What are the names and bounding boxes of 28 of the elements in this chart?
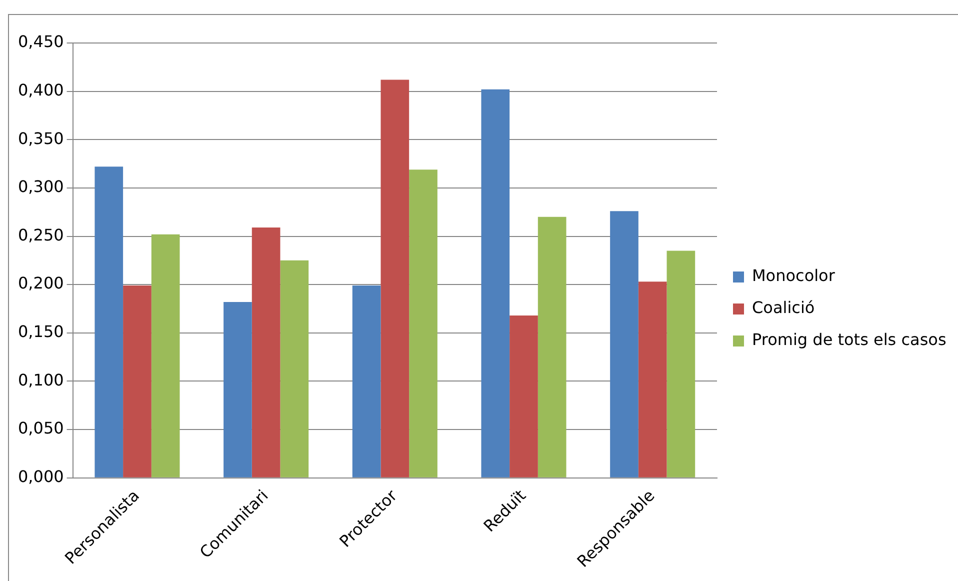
- y-tick-label: 0,300: [18, 177, 64, 196]
- y-tick-label: 0,250: [18, 225, 64, 244]
- y-tick-label: 0,050: [18, 418, 64, 438]
- bar: [666, 250, 696, 478]
- bar: [538, 216, 566, 478]
- bar: [510, 315, 538, 478]
- y-tick-label: 0,000: [18, 466, 64, 486]
- bar: [409, 170, 438, 478]
- bar: [481, 89, 510, 478]
- y-tick-label: 0,450: [18, 32, 64, 52]
- bar: [352, 286, 381, 478]
- y-tick-label: 0,350: [18, 128, 64, 148]
- legend-label: Coalició: [752, 298, 815, 318]
- legend-label: Monocolor: [752, 266, 836, 286]
- y-tick-label: 0,100: [18, 370, 64, 390]
- bar: [610, 211, 638, 478]
- y-tick-label: 0,400: [18, 80, 64, 100]
- bar: [380, 80, 410, 478]
- legend-label: Promig de tots els casos: [752, 330, 946, 350]
- bar: [638, 282, 667, 478]
- bar: [151, 234, 180, 478]
- bar: [94, 166, 124, 478]
- bar: [224, 302, 252, 478]
- bar: [123, 286, 152, 478]
- y-tick-label: 0,200: [18, 274, 64, 293]
- bar: [280, 260, 309, 478]
- y-tick-label: 0,150: [18, 322, 64, 342]
- bar: [252, 228, 280, 478]
